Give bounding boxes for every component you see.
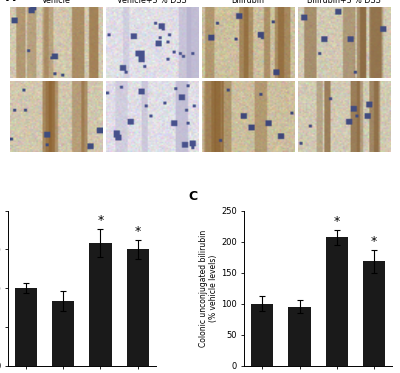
- Bar: [326, 237, 348, 366]
- Y-axis label: Colonic unconjugated bilirubin
(% vehicle levels): Colonic unconjugated bilirubin (% vehicl…: [199, 229, 218, 347]
- Bar: [127, 249, 149, 366]
- Text: Bilirubin: Bilirubin: [232, 0, 264, 5]
- Bar: [288, 307, 311, 366]
- Text: *: *: [334, 215, 340, 228]
- Bar: [52, 301, 74, 366]
- Bar: [363, 261, 385, 366]
- Text: Bilirubin+3 % DSS: Bilirubin+3 % DSS: [307, 0, 381, 5]
- Bar: [89, 243, 112, 366]
- Text: Vehicle: Vehicle: [42, 0, 70, 5]
- Text: *: *: [97, 214, 104, 227]
- Bar: [251, 304, 273, 366]
- Text: Vehicle+3 % DSS: Vehicle+3 % DSS: [117, 0, 187, 5]
- Text: *: *: [371, 235, 377, 248]
- Bar: [15, 288, 37, 366]
- Text: A: A: [6, 0, 16, 4]
- Text: *: *: [135, 225, 141, 238]
- Text: C: C: [188, 190, 197, 203]
